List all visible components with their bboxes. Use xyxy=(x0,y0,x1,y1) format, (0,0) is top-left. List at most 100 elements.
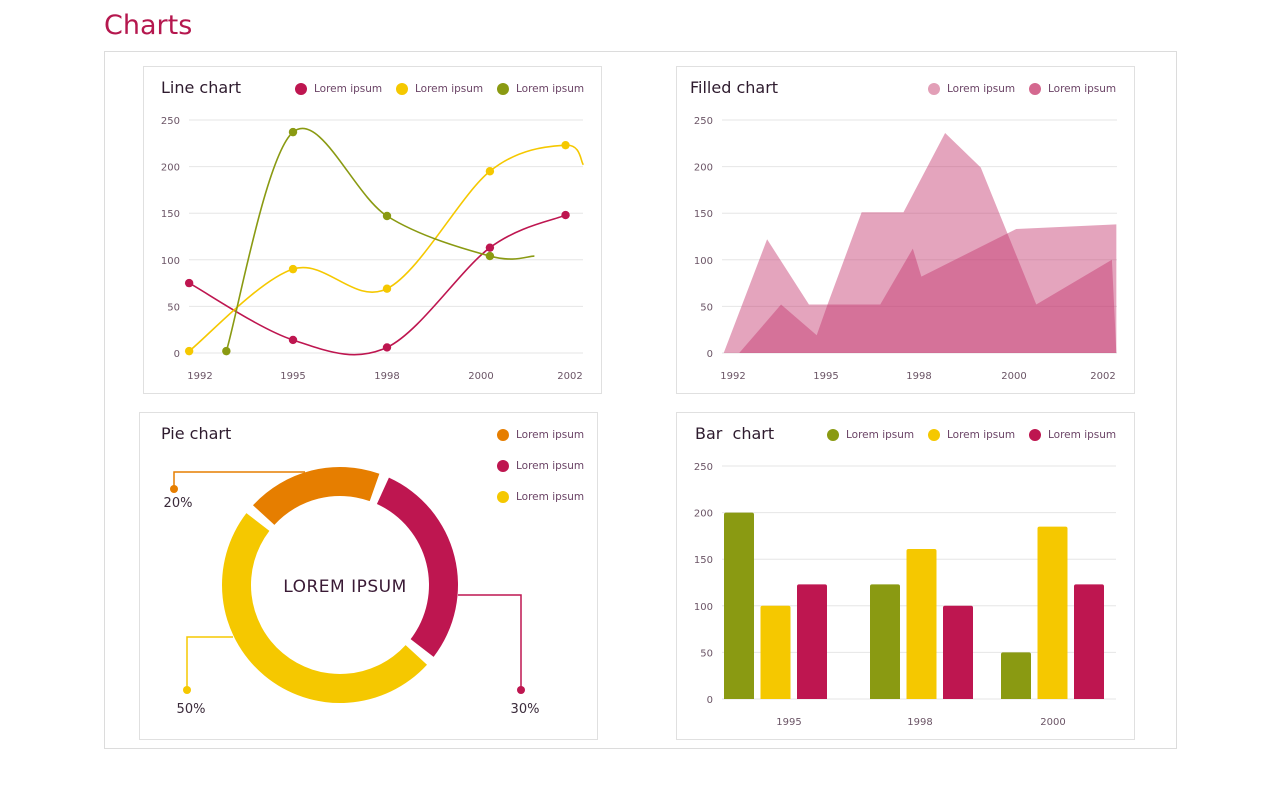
legend-label: Lorem ipsum xyxy=(516,429,585,441)
x-tick-label: 1992 xyxy=(187,371,212,382)
y-tick-label: 200 xyxy=(161,163,180,174)
data-point xyxy=(184,278,194,288)
slice-percent-label: 20% xyxy=(164,496,193,511)
legend-item[interactable]: Lorem ipsum xyxy=(295,83,382,95)
legend-dot-icon xyxy=(497,83,509,95)
y-tick-label: 50 xyxy=(700,648,713,659)
x-tick-label: 2000 xyxy=(1001,371,1026,382)
page-title: Charts xyxy=(104,10,193,41)
charts-frame xyxy=(104,51,1177,749)
legend-label: Lorem ipsum xyxy=(947,429,1016,441)
data-point xyxy=(485,243,495,252)
bar xyxy=(870,584,900,699)
pie-slice xyxy=(376,477,458,657)
leader-dot xyxy=(183,686,191,694)
x-tick-label: 2000 xyxy=(1040,717,1065,728)
x-tick-label: 1992 xyxy=(720,371,745,382)
legend-label: Lorem ipsum xyxy=(1048,429,1117,441)
legend-dot-icon xyxy=(928,429,940,441)
x-tick-label: 1995 xyxy=(280,371,305,382)
line-series xyxy=(225,127,535,352)
x-tick-label: 1995 xyxy=(813,371,838,382)
bar xyxy=(1037,526,1068,699)
pie-chart-title: Pie chart xyxy=(161,424,232,443)
legend-label: Lorem ipsum xyxy=(516,460,585,472)
legend-item[interactable]: Lorem ipsum xyxy=(1029,83,1116,95)
line-chart-title: Line chart xyxy=(161,78,242,97)
y-tick-label: 50 xyxy=(700,302,713,313)
data-point xyxy=(561,210,570,220)
data-point xyxy=(561,140,570,150)
x-tick-label: 1995 xyxy=(776,717,801,728)
filled-chart-title: Filled chart xyxy=(690,78,779,97)
legend-item[interactable]: Lorem ipsum xyxy=(928,83,1015,95)
x-tick-label: 2002 xyxy=(557,371,582,382)
y-tick-label: 150 xyxy=(694,209,713,220)
legend-dot-icon xyxy=(1029,83,1041,95)
y-tick-label: 0 xyxy=(707,349,713,360)
leader-dot xyxy=(170,485,178,493)
slice-percent-label: 50% xyxy=(177,702,206,717)
legend-label: Lorem ipsum xyxy=(947,83,1016,95)
data-point xyxy=(382,343,392,352)
legend-item[interactable]: Lorem ipsum xyxy=(1029,429,1116,441)
bar xyxy=(760,605,791,699)
data-point xyxy=(485,167,495,176)
bar xyxy=(797,584,827,699)
legend-item[interactable]: Lorem ipsum xyxy=(396,83,483,95)
legend-dot-icon xyxy=(1029,429,1041,441)
pie-slice xyxy=(221,513,427,704)
filled-chart-panel xyxy=(676,66,1135,394)
legend-dot-icon xyxy=(497,491,509,503)
y-tick-label: 250 xyxy=(694,116,713,127)
bar xyxy=(943,605,973,699)
y-tick-label: 250 xyxy=(694,462,713,473)
y-tick-label: 100 xyxy=(161,256,180,267)
data-point xyxy=(288,335,298,345)
bar xyxy=(724,512,754,699)
y-tick-label: 100 xyxy=(694,602,713,613)
y-tick-label: 150 xyxy=(694,555,713,566)
legend-label: Lorem ipsum xyxy=(1048,83,1117,95)
line-chart-panel xyxy=(143,66,602,394)
bar xyxy=(906,548,937,699)
legend-dot-icon xyxy=(928,83,940,95)
y-tick-label: 50 xyxy=(167,302,180,313)
x-tick-label: 2000 xyxy=(468,371,493,382)
bar xyxy=(1074,584,1104,699)
legend-item[interactable]: Lorem ipsum xyxy=(928,429,1015,441)
legend-label: Lorem ipsum xyxy=(415,83,484,95)
legend-dot-icon xyxy=(295,83,307,95)
data-point xyxy=(485,251,495,261)
line-series xyxy=(188,214,566,356)
data-point xyxy=(288,127,298,137)
y-tick-label: 100 xyxy=(694,256,713,267)
legend-item[interactable]: Lorem ipsum xyxy=(497,491,584,503)
slice-percent-label: 30% xyxy=(511,702,540,717)
bar xyxy=(1001,652,1031,699)
area-series xyxy=(739,224,1117,353)
legend-item[interactable]: Lorem ipsum xyxy=(827,429,914,441)
legend-item[interactable]: Lorem ipsum xyxy=(497,83,584,95)
leader-dot xyxy=(517,686,525,694)
legend-item[interactable]: Lorem ipsum xyxy=(497,460,584,472)
x-tick-label: 1998 xyxy=(907,717,932,728)
data-point xyxy=(382,284,392,293)
legend-label: Lorem ipsum xyxy=(516,491,585,503)
data-point xyxy=(222,346,231,356)
legend-item[interactable]: Lorem ipsum xyxy=(497,429,584,441)
y-tick-label: 200 xyxy=(694,163,713,174)
legend-label: Lorem ipsum xyxy=(516,83,585,95)
leader-line xyxy=(186,636,233,690)
legend-dot-icon xyxy=(497,429,509,441)
leader-line xyxy=(173,471,305,489)
legend-label: Lorem ipsum xyxy=(314,83,383,95)
y-tick-label: 200 xyxy=(694,509,713,520)
pie-slice xyxy=(253,466,380,525)
y-tick-label: 250 xyxy=(161,116,180,127)
y-tick-label: 150 xyxy=(161,209,180,220)
x-tick-label: 1998 xyxy=(906,371,931,382)
data-point xyxy=(382,211,392,221)
legend-dot-icon xyxy=(396,83,408,95)
